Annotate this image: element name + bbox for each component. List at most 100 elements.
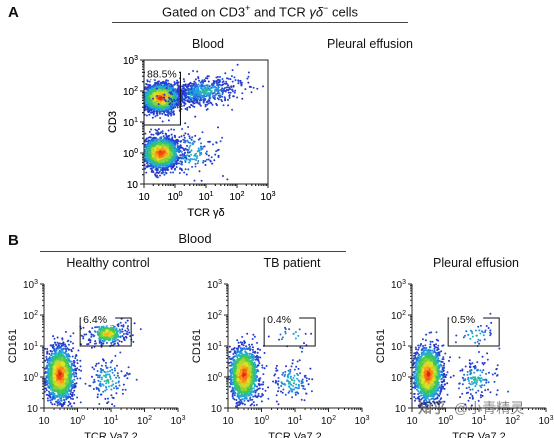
event-dot <box>197 76 199 78</box>
event-dot <box>153 109 155 111</box>
event-dot <box>198 149 200 151</box>
event-dot <box>149 143 151 145</box>
event-dot <box>224 83 226 85</box>
event-dot <box>203 100 205 102</box>
event-dot <box>230 86 232 88</box>
event-dot <box>171 134 173 136</box>
event-dot <box>226 178 228 180</box>
event-dot <box>166 136 168 138</box>
event-dot <box>181 128 183 130</box>
event-dot <box>186 107 188 109</box>
event-dot <box>232 90 234 92</box>
event-dot <box>181 158 183 160</box>
event-dot <box>191 85 193 87</box>
event-dot <box>201 89 203 91</box>
event-dot <box>179 172 181 174</box>
event-dot <box>185 157 187 159</box>
event-dot <box>170 111 172 113</box>
event-dot <box>156 95 158 97</box>
event-dot <box>170 106 172 108</box>
event-dot <box>188 73 190 75</box>
event-dot <box>170 91 172 93</box>
event-dot <box>163 111 165 113</box>
event-dot <box>170 128 172 130</box>
event-dot <box>200 94 202 96</box>
event-dot <box>182 98 184 100</box>
event-dot <box>185 108 187 110</box>
event-dot <box>173 165 175 167</box>
event-dot <box>163 139 165 141</box>
event-dot <box>197 160 199 162</box>
event-dot <box>189 82 191 84</box>
event-dot <box>203 95 205 97</box>
event-dot <box>174 95 176 97</box>
event-dot <box>180 151 182 153</box>
event-dot <box>159 113 161 115</box>
panel-a-header-prefix: Gated on CD3 <box>162 4 245 19</box>
event-dot <box>188 97 190 99</box>
event-dot <box>166 169 168 171</box>
event-dot <box>234 92 236 94</box>
event-dot <box>183 80 185 82</box>
event-dot <box>169 88 171 90</box>
event-dot <box>147 166 149 168</box>
event-dot <box>185 168 187 170</box>
event-dot <box>200 153 202 155</box>
event-dot <box>173 146 175 148</box>
event-dot <box>165 153 168 156</box>
event-dot <box>192 158 194 160</box>
event-dot <box>203 86 205 88</box>
event-dot <box>176 156 178 158</box>
event-dot <box>176 166 178 168</box>
event-dot <box>215 141 217 143</box>
event-dot <box>212 104 214 106</box>
event-dot <box>175 148 177 150</box>
event-dot <box>173 129 175 131</box>
event-dot <box>179 168 181 170</box>
event-dot <box>202 131 204 133</box>
event-dot <box>153 111 155 113</box>
event-dot <box>208 100 210 102</box>
event-dot <box>166 110 168 112</box>
event-dot <box>146 115 148 117</box>
event-dot <box>181 164 183 166</box>
event-dot <box>166 142 168 144</box>
event-dot <box>188 135 190 137</box>
event-dot <box>211 156 213 158</box>
event-dot <box>149 159 151 161</box>
event-dot <box>189 145 191 147</box>
event-dot <box>227 84 229 86</box>
event-dot <box>162 106 164 108</box>
event-dot <box>185 96 187 98</box>
event-dot <box>183 153 185 155</box>
event-dot <box>171 141 173 143</box>
event-dot <box>193 158 195 160</box>
event-dot <box>195 78 197 80</box>
event-dot <box>229 94 231 96</box>
event-dot <box>233 95 235 97</box>
event-dot <box>162 170 164 172</box>
event-dot <box>159 137 161 139</box>
event-dot <box>163 90 166 93</box>
event-dot <box>195 99 197 101</box>
event-dot <box>192 70 194 72</box>
event-dot <box>200 149 202 151</box>
event-dot <box>195 82 197 84</box>
event-dot <box>174 159 176 161</box>
event-dot <box>186 109 188 111</box>
event-dot <box>224 87 226 89</box>
event-dot <box>177 107 179 109</box>
event-dot <box>159 139 161 141</box>
event-dot <box>188 155 190 157</box>
event-dot <box>218 81 220 83</box>
event-dot <box>176 103 178 105</box>
event-dot <box>146 100 148 102</box>
event-dot <box>203 99 205 101</box>
event-dot <box>163 150 166 153</box>
event-dot <box>184 132 186 134</box>
event-dot <box>159 171 161 173</box>
event-dot <box>149 131 151 133</box>
event-dot <box>149 85 151 87</box>
event-dot <box>155 141 157 143</box>
